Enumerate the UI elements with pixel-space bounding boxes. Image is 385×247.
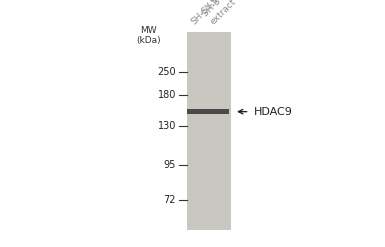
Text: SH-SY-5Y: SH-SY-5Y: [189, 0, 224, 26]
Text: 130: 130: [157, 121, 176, 131]
Text: 95: 95: [164, 161, 176, 170]
Bar: [187, 32, 231, 230]
Text: MW
(kDa): MW (kDa): [136, 26, 161, 45]
Text: 180: 180: [157, 90, 176, 100]
Text: HDAC9: HDAC9: [254, 107, 293, 117]
Bar: [187, 109, 229, 114]
Text: SH-SY-5Y nuclear
extract: SH-SY-5Y nuclear extract: [201, 0, 269, 26]
Text: 250: 250: [157, 67, 176, 77]
Text: 72: 72: [164, 195, 176, 205]
